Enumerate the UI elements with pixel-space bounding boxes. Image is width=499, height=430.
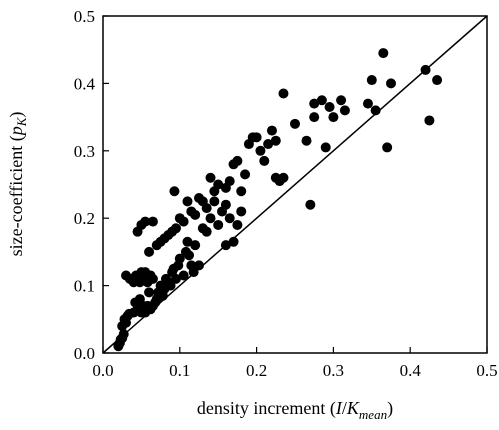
x-axis-title-slash: /: [342, 398, 347, 418]
data-point: [328, 112, 339, 123]
data-point: [220, 240, 231, 251]
data-point: [178, 270, 189, 281]
data-point: [432, 75, 443, 86]
data-point: [213, 179, 224, 190]
data-point: [190, 240, 201, 251]
y-tick-label: 0.0: [74, 344, 95, 363]
x-tick-label: 0.4: [400, 361, 422, 380]
data-point: [144, 287, 155, 298]
data-point: [201, 226, 212, 237]
data-point: [205, 172, 216, 183]
data-point: [184, 250, 195, 261]
data-point: [362, 98, 373, 109]
data-point: [301, 135, 312, 146]
data-point: [336, 95, 347, 106]
data-point: [370, 105, 381, 116]
data-point: [324, 101, 335, 112]
data-point: [378, 48, 389, 59]
data-point: [188, 267, 199, 278]
data-point: [182, 236, 193, 247]
data-point: [190, 209, 201, 220]
data-point: [320, 142, 331, 153]
data-point: [118, 329, 129, 340]
data-point: [316, 95, 327, 106]
data-point: [236, 186, 247, 197]
data-point: [278, 88, 289, 99]
data-point: [255, 145, 266, 156]
data-point: [178, 216, 189, 227]
x-axis-title: density increment (I/Kmean): [197, 398, 393, 422]
data-point: [382, 142, 393, 153]
data-point: [263, 139, 274, 150]
data-point: [305, 199, 316, 210]
x-axis-title-prefix: density increment (: [197, 398, 336, 419]
y-tick-label: 0.3: [74, 142, 95, 161]
data-point: [251, 132, 262, 143]
y-axis-title-suffix: ): [6, 112, 27, 118]
data-point: [232, 155, 243, 166]
x-axis-title-var2: K: [346, 398, 360, 418]
data-point: [144, 246, 155, 257]
x-axis-title-sub: mean: [359, 407, 387, 422]
data-point: [278, 172, 289, 183]
y-tick-label: 0.2: [74, 209, 95, 228]
data-point: [424, 115, 435, 126]
x-tick-label: 0.2: [246, 361, 267, 380]
y-tick-label: 0.5: [74, 7, 95, 26]
data-points: [113, 48, 443, 352]
data-point: [266, 125, 277, 136]
data-point: [174, 253, 185, 264]
data-point: [205, 213, 216, 224]
y-axis-title-sub: K: [14, 116, 29, 127]
data-point: [259, 155, 270, 166]
data-point: [270, 135, 281, 146]
data-point: [209, 196, 220, 207]
data-point: [147, 216, 158, 227]
data-point: [182, 196, 193, 207]
data-point: [290, 118, 300, 129]
data-point: [170, 273, 181, 284]
data-point: [339, 105, 350, 116]
identity-line: [102, 15, 488, 354]
data-point: [213, 219, 224, 230]
x-axis-title-suffix: ): [387, 398, 393, 419]
x-tick-label: 0.0: [92, 361, 113, 380]
data-point: [169, 186, 180, 197]
y-axis-title-prefix: size-coefficient (: [6, 135, 27, 256]
data-point: [228, 236, 239, 247]
x-tick-label: 0.3: [323, 361, 344, 380]
y-tick-label: 0.4: [74, 74, 96, 93]
x-tick-label: 0.1: [169, 361, 190, 380]
data-point: [170, 223, 181, 234]
data-point: [220, 199, 231, 210]
data-point: [194, 260, 204, 271]
data-point: [386, 78, 396, 89]
x-axis-title-var: I: [335, 398, 343, 418]
data-point: [309, 98, 320, 109]
data-point: [140, 216, 151, 227]
data-point: [309, 112, 320, 123]
data-point: [420, 64, 431, 75]
data-point: [224, 176, 235, 187]
data-point: [165, 280, 176, 291]
plot-frame: [102, 15, 488, 354]
data-point: [240, 169, 251, 180]
tick-labels: 0.0 0.1 0.2 0.3 0.4 0.5 0.0 0.1 0.2 0.3 0.4 0.5: [74, 7, 498, 380]
axis-ticks: [102, 15, 488, 354]
y-tick-label: 0.1: [74, 277, 95, 296]
data-point: [366, 75, 377, 86]
data-point: [224, 213, 235, 224]
data-point: [201, 203, 212, 214]
data-point: [147, 273, 158, 284]
x-tick-label: 0.5: [476, 361, 497, 380]
y-axis-title-var: p: [6, 126, 26, 137]
data-point: [236, 206, 247, 217]
data-point: [232, 219, 243, 230]
y-axis-title: size-coefficient (pK): [6, 112, 29, 257]
